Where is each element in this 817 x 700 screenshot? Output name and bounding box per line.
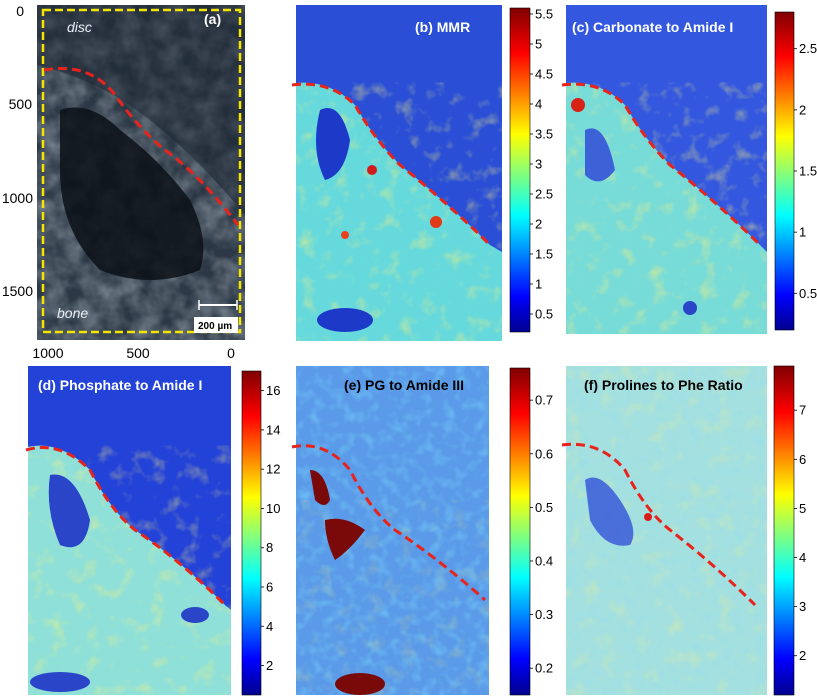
panel-a-ytick: 500 — [9, 96, 33, 112]
colorbar-tick-label: 2 — [266, 658, 273, 673]
panel-a-ytick: 1500 — [2, 283, 33, 299]
colorbar-tick-label: 12 — [266, 462, 280, 477]
colorbar-tick-label: 1 — [535, 277, 542, 292]
colorbar-tick-label: 2.5 — [799, 41, 817, 56]
panel-f-boundary — [561, 442, 757, 607]
colorbar-tick-label: 2.5 — [535, 187, 553, 202]
panel-a-ytick: 0 — [16, 3, 24, 19]
panel-d: (d) Phosphate to Amide I — [25, 366, 231, 695]
panel-a-label-bone: bone — [57, 305, 88, 321]
panel-a-xtick: 1000 — [32, 345, 63, 361]
panel-a-xtick: 0 — [227, 345, 235, 361]
colorbar-tick-label: 5.5 — [535, 7, 553, 22]
panel-c: (c) Carbonate to Amide I — [561, 5, 767, 334]
panel-f-title: (f) Prolines to Phe Ratio — [584, 377, 743, 393]
colorbar-tick-label: 1.5 — [535, 247, 553, 262]
colorbar-tick-label: 2 — [535, 217, 542, 232]
colorbar-tick-label: 4 — [535, 97, 542, 112]
panel-b-colorbar: 5.5 5 4.5 4 3.5 3 2.5 2 1.5 1 0.5 — [509, 7, 553, 333]
panel-a-ytick: 1000 — [2, 190, 33, 206]
panel-c-boundary — [561, 82, 762, 247]
colorbar-tick-label: 10 — [266, 501, 280, 516]
colorbar-tick-label: 2 — [799, 102, 806, 117]
colorbar-tick-label: 1 — [799, 225, 806, 240]
colorbar-tick-label: 4 — [266, 619, 273, 634]
panel-f: (f) Prolines to Phe Ratio — [561, 366, 767, 695]
panel-d-colorbar: 16 14 12 10 8 6 4 2 — [241, 370, 280, 696]
panel-d-boundary — [25, 446, 227, 607]
panel-a-label-disc: disc — [67, 19, 92, 35]
panel-b-colorbar-gradient — [509, 7, 531, 333]
panel-b-boundary — [291, 82, 492, 247]
colorbar-tick-label: 2 — [799, 648, 806, 663]
colorbar-tick-label: 6 — [799, 452, 806, 467]
colorbar-tick-label: 0.7 — [535, 393, 553, 408]
panel-a-roi-box — [41, 8, 242, 334]
panel-e-colorbar-gradient — [509, 367, 531, 696]
colorbar-tick-label: 0.2 — [535, 661, 553, 676]
panel-d-title: (d) Phosphate to Amide I — [38, 377, 202, 393]
panel-b: (b) MMR — [291, 5, 502, 341]
colorbar-tick-label: 5 — [535, 37, 542, 52]
colorbar-tick-label: 3 — [535, 157, 542, 172]
panel-a-xtick: 500 — [126, 345, 150, 361]
panel-a-scalebar-label: 200 µm — [198, 321, 232, 332]
panel-a: (a) disc bone 200 µm 0 500 1000 1500 100… — [2, 3, 245, 361]
colorbar-tick-label: 3.5 — [535, 127, 553, 142]
panel-e-colorbar: 0.7 0.6 0.5 0.4 0.3 0.2 — [509, 367, 553, 696]
colorbar-tick-label: 7 — [799, 403, 806, 418]
panel-e-boundary — [291, 444, 486, 602]
colorbar-tick-label: 0.5 — [799, 286, 817, 301]
panel-b-title: (b) MMR — [415, 19, 470, 35]
panel-c-colorbar-gradient — [774, 11, 795, 331]
colorbar-tick-label: 4.5 — [535, 67, 553, 82]
colorbar-tick-label: 14 — [266, 422, 280, 437]
colorbar-tick-label: 8 — [266, 540, 273, 555]
panel-f-colorbar-gradient — [773, 365, 795, 696]
colorbar-tick-label: 4 — [799, 550, 806, 565]
panel-a-title: (a) — [204, 11, 221, 27]
colorbar-tick-label: 5 — [799, 501, 806, 516]
colorbar-tick-label: 6 — [266, 580, 273, 595]
colorbar-tick-label: 0.3 — [535, 607, 553, 622]
colorbar-tick-label: 0.5 — [535, 500, 553, 515]
panel-e-title: (e) PG to Amide III — [344, 377, 464, 393]
panel-d-colorbar-gradient — [241, 370, 262, 696]
colorbar-tick-label: 16 — [266, 383, 280, 398]
colorbar-tick-label: 0.4 — [535, 553, 553, 568]
colorbar-tick-label: 3 — [799, 599, 806, 614]
colorbar-tick-label: 1.5 — [799, 164, 817, 179]
panel-c-title: (c) Carbonate to Amide I — [572, 19, 733, 35]
panel-f-colorbar: 7 6 5 4 3 2 — [773, 365, 806, 696]
panel-c-colorbar: 2.5 2 1.5 1 0.5 — [774, 11, 817, 331]
colorbar-tick-label: 0.6 — [535, 446, 553, 461]
panel-e: (e) PG to Amide III — [291, 366, 489, 695]
colorbar-tick-label: 0.5 — [535, 307, 553, 322]
